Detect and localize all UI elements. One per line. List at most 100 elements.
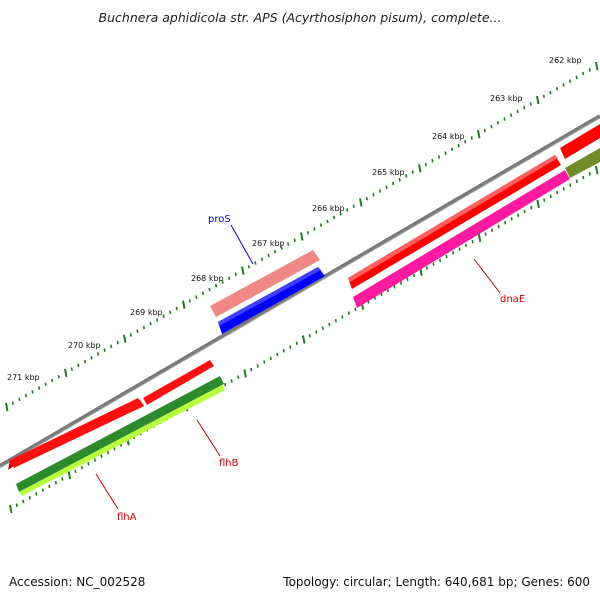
outer-tick xyxy=(57,374,60,379)
gene-reverse-blue[interactable] xyxy=(218,267,325,334)
gene-label-pros[interactable]: proS xyxy=(208,214,231,225)
inner-tick xyxy=(93,458,97,462)
outer-tick xyxy=(555,86,559,91)
outer-tick xyxy=(287,242,290,246)
outer-tick xyxy=(424,162,427,167)
inner-tick xyxy=(74,469,77,474)
inner-tick xyxy=(224,382,227,387)
gene-label-flhb[interactable]: flhB xyxy=(219,458,239,469)
accession-label: Accession: NC_002528 xyxy=(9,575,146,589)
outer-tick xyxy=(162,314,165,318)
inner-tick xyxy=(399,281,403,285)
leader-flhb xyxy=(196,419,221,457)
inner-tick xyxy=(269,356,272,361)
leader-pros xyxy=(230,224,254,265)
backbone xyxy=(0,114,600,468)
inner-tick xyxy=(504,220,507,225)
tick-label: 263 kbp xyxy=(490,94,523,103)
inner-tick xyxy=(282,349,285,353)
outer-tick xyxy=(293,238,296,243)
inner-tick xyxy=(230,379,233,383)
outer-tick xyxy=(24,393,28,398)
outer-tick xyxy=(582,71,585,76)
inner-tick xyxy=(308,333,311,338)
outer-tick xyxy=(372,193,375,197)
inner-tick xyxy=(289,345,292,349)
outer-tick xyxy=(431,158,434,163)
inner-tick xyxy=(582,175,585,180)
outer-tick xyxy=(490,124,493,129)
outer-tick xyxy=(477,130,481,139)
gene-reverse-lime[interactable] xyxy=(19,385,225,496)
outer-tick xyxy=(346,208,349,212)
gene-label-flha[interactable]: flhA xyxy=(117,512,137,523)
inner-tick xyxy=(425,266,429,270)
inner-tick-row xyxy=(9,165,599,514)
outer-tick xyxy=(228,276,231,280)
outer-tick xyxy=(195,295,198,299)
outer-tick xyxy=(169,310,172,315)
gene-forward-light[interactable] xyxy=(210,250,320,317)
outer-tick xyxy=(241,266,245,275)
inner-tick xyxy=(87,462,90,466)
outer-tick xyxy=(332,215,336,220)
inner-tick xyxy=(35,492,38,496)
outer-tick xyxy=(398,177,401,182)
leader-flha xyxy=(95,473,119,510)
inner-tick xyxy=(549,194,552,199)
inner-tick xyxy=(48,484,51,489)
inner-tick xyxy=(530,205,533,210)
gene-forward-1[interactable] xyxy=(8,398,144,470)
tick-label: 270 kbp xyxy=(68,341,101,350)
inner-tick xyxy=(295,341,298,346)
gene-reverse-magenta[interactable] xyxy=(353,170,570,308)
inner-tick xyxy=(22,499,25,504)
outer-tick xyxy=(444,151,447,155)
inner-tick xyxy=(432,262,435,266)
outer-tick xyxy=(595,61,599,71)
outer-tick xyxy=(568,79,572,83)
gene-forward-right[interactable] xyxy=(560,124,600,159)
outer-tick xyxy=(306,230,309,235)
inner-tick xyxy=(347,311,350,315)
outer-tick xyxy=(77,363,80,368)
outer-tick xyxy=(110,344,113,349)
outer-tick xyxy=(483,128,486,133)
inner-tick xyxy=(61,477,64,481)
inner-tick xyxy=(517,213,520,217)
inner-tick xyxy=(556,190,559,195)
outer-tick xyxy=(273,249,277,254)
inner-tick xyxy=(28,495,31,500)
outer-tick xyxy=(385,185,388,189)
outer-tick xyxy=(529,102,532,106)
outer-tick xyxy=(51,378,54,383)
gene-forward-dnae-region[interactable] xyxy=(348,155,561,289)
map-title: Buchnera aphidicola str. APS (Acyrthosip… xyxy=(98,10,502,25)
leader-dnae xyxy=(473,258,501,294)
inner-tick xyxy=(510,217,513,221)
gene-label-dnae[interactable]: dnaE xyxy=(500,294,525,305)
outer-tick xyxy=(18,397,21,402)
tick-label: 268 kbp xyxy=(191,274,224,283)
inner-tick xyxy=(491,228,494,233)
outer-tick xyxy=(136,329,139,333)
inner-tick xyxy=(595,165,599,175)
gene-reverse-darkgreen[interactable] xyxy=(16,376,224,492)
inner-tick xyxy=(451,251,455,255)
outer-tick xyxy=(588,68,591,72)
outer-tick xyxy=(188,299,191,303)
inner-tick xyxy=(315,330,318,334)
outer-tick xyxy=(267,253,270,258)
outer-tick xyxy=(234,272,237,277)
outer-tick xyxy=(116,340,119,345)
outer-tick xyxy=(509,113,513,118)
inner-tick xyxy=(354,307,357,312)
gene-reverse-olive[interactable] xyxy=(565,148,600,178)
outer-tick xyxy=(549,90,552,95)
outer-tick xyxy=(182,300,186,309)
outer-tick xyxy=(175,306,178,311)
tick-label: 264 kbp xyxy=(432,132,465,141)
gene-forward-2[interactable] xyxy=(143,360,214,405)
outer-tick xyxy=(562,83,565,87)
outer-tick xyxy=(254,261,257,265)
